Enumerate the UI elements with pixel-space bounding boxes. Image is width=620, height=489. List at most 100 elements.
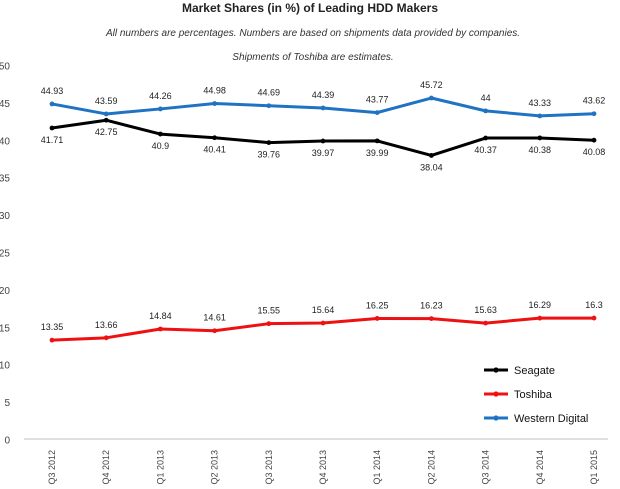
data-point	[374, 138, 380, 144]
data-label: 14.61	[203, 313, 226, 323]
data-label: 41.71	[41, 135, 64, 145]
data-point	[429, 95, 434, 101]
data-point	[429, 316, 434, 321]
data-point	[266, 103, 272, 109]
chart-subtitle-2: Shipments of Toshiba are estimates.	[232, 52, 393, 63]
data-label: 43.59	[95, 96, 118, 106]
data-point	[103, 111, 109, 117]
data-point	[158, 131, 163, 137]
data-point	[49, 101, 55, 107]
data-point	[212, 328, 218, 334]
data-label: 13.66	[95, 320, 118, 330]
chart-title: Market Shares (in %) of Leading HDD Make…	[182, 1, 438, 15]
legend-item: Western Digital	[484, 413, 588, 425]
data-point	[591, 137, 597, 143]
x-tick-label: Q4 2013	[318, 450, 328, 485]
data-label: 16.23	[420, 301, 443, 311]
data-point	[49, 125, 55, 131]
x-tick-label: Q4 2012	[101, 450, 111, 485]
x-tick-label: Q3 2014	[481, 450, 491, 485]
data-point	[49, 337, 55, 343]
legend-label: Western Digital	[514, 413, 588, 425]
data-point	[103, 117, 109, 123]
data-label: 38.04	[420, 162, 443, 172]
y-tick-label: 35	[0, 174, 10, 185]
data-label: 40.9	[152, 141, 170, 151]
data-label: 44.26	[149, 91, 172, 101]
data-point	[591, 315, 597, 321]
legend-marker	[493, 415, 499, 421]
y-axis: 0 5 10 15 20 25 30 35 40 45 50	[0, 62, 10, 447]
data-point	[158, 106, 163, 112]
y-tick-label: 30	[0, 211, 10, 222]
data-point	[483, 108, 488, 114]
data-point	[537, 315, 543, 321]
y-tick-label: 50	[0, 62, 10, 73]
legend-marker	[493, 391, 499, 397]
data-label: 16.3	[585, 300, 603, 310]
data-point	[320, 138, 326, 144]
x-tick-label: Q2 2014	[426, 450, 436, 485]
data-point	[483, 135, 488, 141]
data-label: 43.33	[529, 98, 552, 108]
x-axis: Q3 2012 Q4 2012 Q1 2013 Q2 2013 Q3 2013 Q4 20…	[24, 438, 608, 485]
y-tick-label: 45	[0, 99, 10, 110]
data-label: 16.29	[529, 300, 552, 310]
data-point	[374, 316, 380, 321]
y-tick-label: 20	[0, 286, 10, 297]
data-label: 43.77	[366, 95, 389, 105]
data-label: 15.55	[258, 306, 281, 316]
data-point	[537, 113, 543, 119]
y-tick-label: 5	[4, 398, 10, 409]
data-point	[212, 135, 218, 141]
x-tick-label: Q1 2015	[589, 450, 599, 485]
y-tick-label: 25	[0, 249, 10, 260]
y-tick-label: 40	[0, 136, 10, 147]
data-label: 45.72	[420, 80, 443, 90]
data-label: 40.08	[583, 147, 606, 157]
legend-marker	[493, 367, 499, 373]
data-label: 14.84	[149, 311, 172, 321]
series-layer: 41.71 42.75 40.9 40.41 39.76 39.97 39.99 38.04 4…	[41, 80, 606, 343]
data-label: 39.76	[258, 150, 281, 160]
data-label: 15.64	[312, 305, 335, 315]
x-tick-label: Q1 2013	[155, 450, 165, 485]
data-label: 40.38	[529, 145, 552, 155]
data-point	[320, 320, 326, 326]
data-point	[266, 140, 272, 145]
legend: Seagate Toshiba Western Digital	[484, 365, 588, 425]
data-label: 16.25	[366, 300, 389, 310]
data-point	[212, 101, 218, 106]
data-label: 43.62	[583, 96, 606, 106]
legend-label: Seagate	[514, 365, 555, 377]
data-point	[429, 153, 434, 158]
data-label: 44.69	[258, 88, 281, 98]
x-tick-label: Q2 2013	[210, 450, 220, 485]
series-western-digital: 44.93 43.59 44.26 44.98 44.69 44.39 43.77 45.72…	[41, 80, 606, 119]
data-point	[374, 110, 380, 116]
data-label: 13.35	[41, 322, 64, 332]
y-tick-label: 10	[0, 361, 10, 372]
data-point	[591, 111, 597, 117]
data-label: 40.41	[203, 145, 226, 155]
data-label: 39.97	[312, 148, 335, 158]
chart-subtitle-1: All numbers are percentages. Numbers are…	[105, 28, 520, 39]
y-tick-label: 0	[4, 436, 10, 447]
x-tick-label: Q3 2013	[264, 450, 274, 485]
data-label: 39.99	[366, 148, 389, 158]
x-tick-label: Q4 2014	[535, 450, 545, 485]
legend-item: Toshiba	[484, 389, 553, 401]
x-tick-label: Q1 2014	[372, 450, 382, 485]
data-label: 40.37	[474, 145, 497, 155]
data-label: 44.93	[41, 86, 64, 96]
data-point	[320, 105, 326, 111]
data-point	[537, 135, 543, 141]
data-label: 44.39	[312, 90, 335, 100]
data-label: 44.98	[203, 86, 226, 96]
data-label: 42.75	[95, 127, 118, 137]
data-point	[483, 320, 488, 326]
data-point	[103, 335, 109, 341]
data-label: 15.63	[474, 305, 497, 315]
legend-label: Toshiba	[514, 389, 553, 401]
